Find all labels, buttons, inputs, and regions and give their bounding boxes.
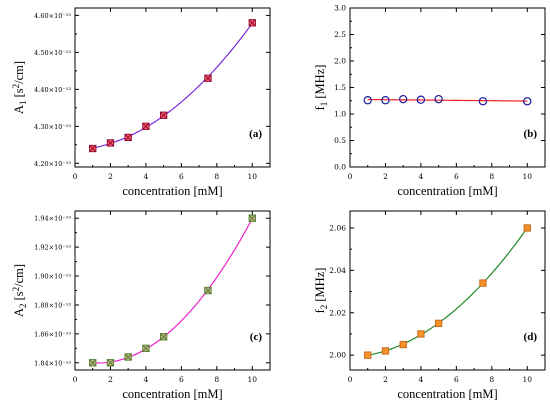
fit-line (367, 98, 528, 102)
y-tick-label: 4.20×10⁻¹³ (34, 160, 71, 168)
data-point (434, 94, 443, 104)
x-tick-label: 10 (247, 375, 257, 384)
data-point (364, 351, 372, 359)
x-tick-label: 0 (73, 172, 78, 181)
fit-line (92, 22, 253, 149)
x-tick-label: 6 (179, 172, 184, 181)
x-tick-label: 10 (522, 375, 532, 384)
y-tick-label: 1.88×10⁻¹³ (34, 301, 71, 309)
y-tick-label: 1.92×10⁻¹³ (34, 244, 71, 252)
data-point (204, 74, 212, 82)
x-tick-label: 0 (73, 375, 78, 384)
data-point (89, 359, 97, 367)
data-point (106, 139, 115, 147)
data-point (142, 344, 150, 352)
panel-a: 0 2 4 6 8 10 4.20×10⁻¹³ 4.30×10⁻¹³ 4.40×10⁻¹³ 4.5… (11, 7, 271, 198)
x-tick-label: 4 (419, 375, 424, 384)
y-tick-label: 0.0 (334, 163, 346, 172)
x-tick-label: 2 (383, 172, 388, 181)
data-point (142, 122, 150, 130)
y-tick-label: 4.30×10⁻¹³ (34, 123, 71, 131)
y-tick-label: 2.5 (334, 30, 346, 39)
data-point (417, 330, 425, 338)
plot-frame (349, 7, 546, 168)
x-tick-label: 0 (348, 375, 353, 384)
y-tick-label: 4.40×10⁻¹³ (34, 86, 71, 94)
x-tick-label: 8 (214, 172, 219, 181)
x-axis-label: concentration [mM] (122, 184, 222, 198)
y-tick-label: 2.0 (334, 57, 346, 66)
y-tick-label: 1.84×10⁻¹³ (34, 359, 71, 367)
data-point (479, 279, 487, 287)
x-tick-label: 8 (489, 172, 494, 181)
data-point (363, 96, 372, 105)
x-tick-label: 10 (247, 172, 257, 181)
x-tick-label: 8 (214, 375, 219, 384)
data-point (89, 144, 97, 153)
x-tick-label: 6 (179, 375, 184, 384)
data-point (248, 214, 256, 222)
x-axis-label: concentration [mM] (397, 184, 497, 198)
x-tick-label: 4 (144, 172, 149, 181)
y-tick-label: 2.04 (329, 266, 346, 275)
x-tick-label: 6 (454, 172, 459, 181)
y-tick-label: 1.86×10⁻¹³ (34, 330, 71, 338)
x-tick-label: 6 (454, 375, 459, 384)
data-point (159, 111, 168, 119)
data-point (159, 333, 168, 341)
panel-label: (b) (524, 128, 538, 140)
plot-frame (74, 210, 271, 371)
data-point (523, 97, 532, 106)
y-axis-label: f2 [MHz] (313, 268, 329, 314)
y-tick-label: 4.60×10⁻¹³ (34, 12, 71, 20)
data-point (381, 96, 390, 105)
data-point (416, 95, 426, 104)
y-tick-label: 2.00 (329, 351, 346, 360)
y-tick-label: 2.02 (329, 308, 346, 317)
data-point (204, 286, 212, 295)
data-point (248, 19, 256, 27)
x-tick-label: 8 (489, 375, 494, 384)
x-tick-label: 4 (419, 172, 424, 181)
data-point (381, 347, 390, 355)
y-tick-label: 1.94×10⁻¹³ (34, 215, 71, 223)
panel-label: (d) (524, 331, 538, 343)
panel-d: 0 2 4 6 8 10 2.00 2.02 2.04 2.06 concentration [mM… (313, 210, 546, 401)
panel-label: (c) (250, 331, 263, 343)
y-tick-label: 3.0 (334, 4, 346, 13)
plot-frame (74, 7, 271, 168)
data-point (106, 359, 115, 367)
y-tick-label: 1.0 (334, 110, 346, 119)
y-axis-label: A1 [s2/cm] (11, 61, 28, 114)
x-axis-label: concentration [mM] (397, 387, 497, 401)
fit-line (92, 218, 253, 364)
data-point (124, 353, 132, 361)
data-point (523, 224, 531, 232)
y-tick-label: 0.5 (334, 136, 346, 145)
x-axis-label: concentration [mM] (122, 387, 222, 401)
data-point (398, 94, 408, 104)
fit-line (367, 227, 528, 356)
y-tick-label: 1.90×10⁻¹³ (34, 273, 71, 281)
y-tick-label: 2.06 (329, 223, 346, 232)
x-tick-label: 4 (144, 375, 149, 384)
x-tick-label: 2 (383, 375, 388, 384)
data-point (399, 340, 407, 349)
x-tick-label: 10 (522, 172, 532, 181)
x-tick-label: 0 (348, 172, 353, 181)
y-tick-label: 1.5 (334, 83, 346, 92)
y-tick-label: 4.50×10⁻¹³ (34, 49, 71, 57)
data-point (478, 97, 488, 106)
plot-frame (349, 210, 546, 371)
x-tick-label: 2 (108, 375, 113, 384)
panel-c: 0 2 4 6 8 10 1.84×10⁻¹³ 1.86×10⁻¹³ 1.88×10⁻¹³ 1.9… (11, 210, 271, 401)
panel-label: (a) (249, 128, 262, 140)
panel-b: 0 2 4 6 8 10 0.0 0.5 1.0 1.5 2.0 2.5 3.0 concentratio… (313, 4, 546, 198)
x-tick-label: 2 (108, 172, 113, 181)
y-axis-label: A2 [s2/cm] (11, 264, 28, 317)
y-axis-label: f1 [MHz] (313, 65, 329, 111)
data-point (434, 319, 443, 328)
data-point (124, 133, 132, 142)
